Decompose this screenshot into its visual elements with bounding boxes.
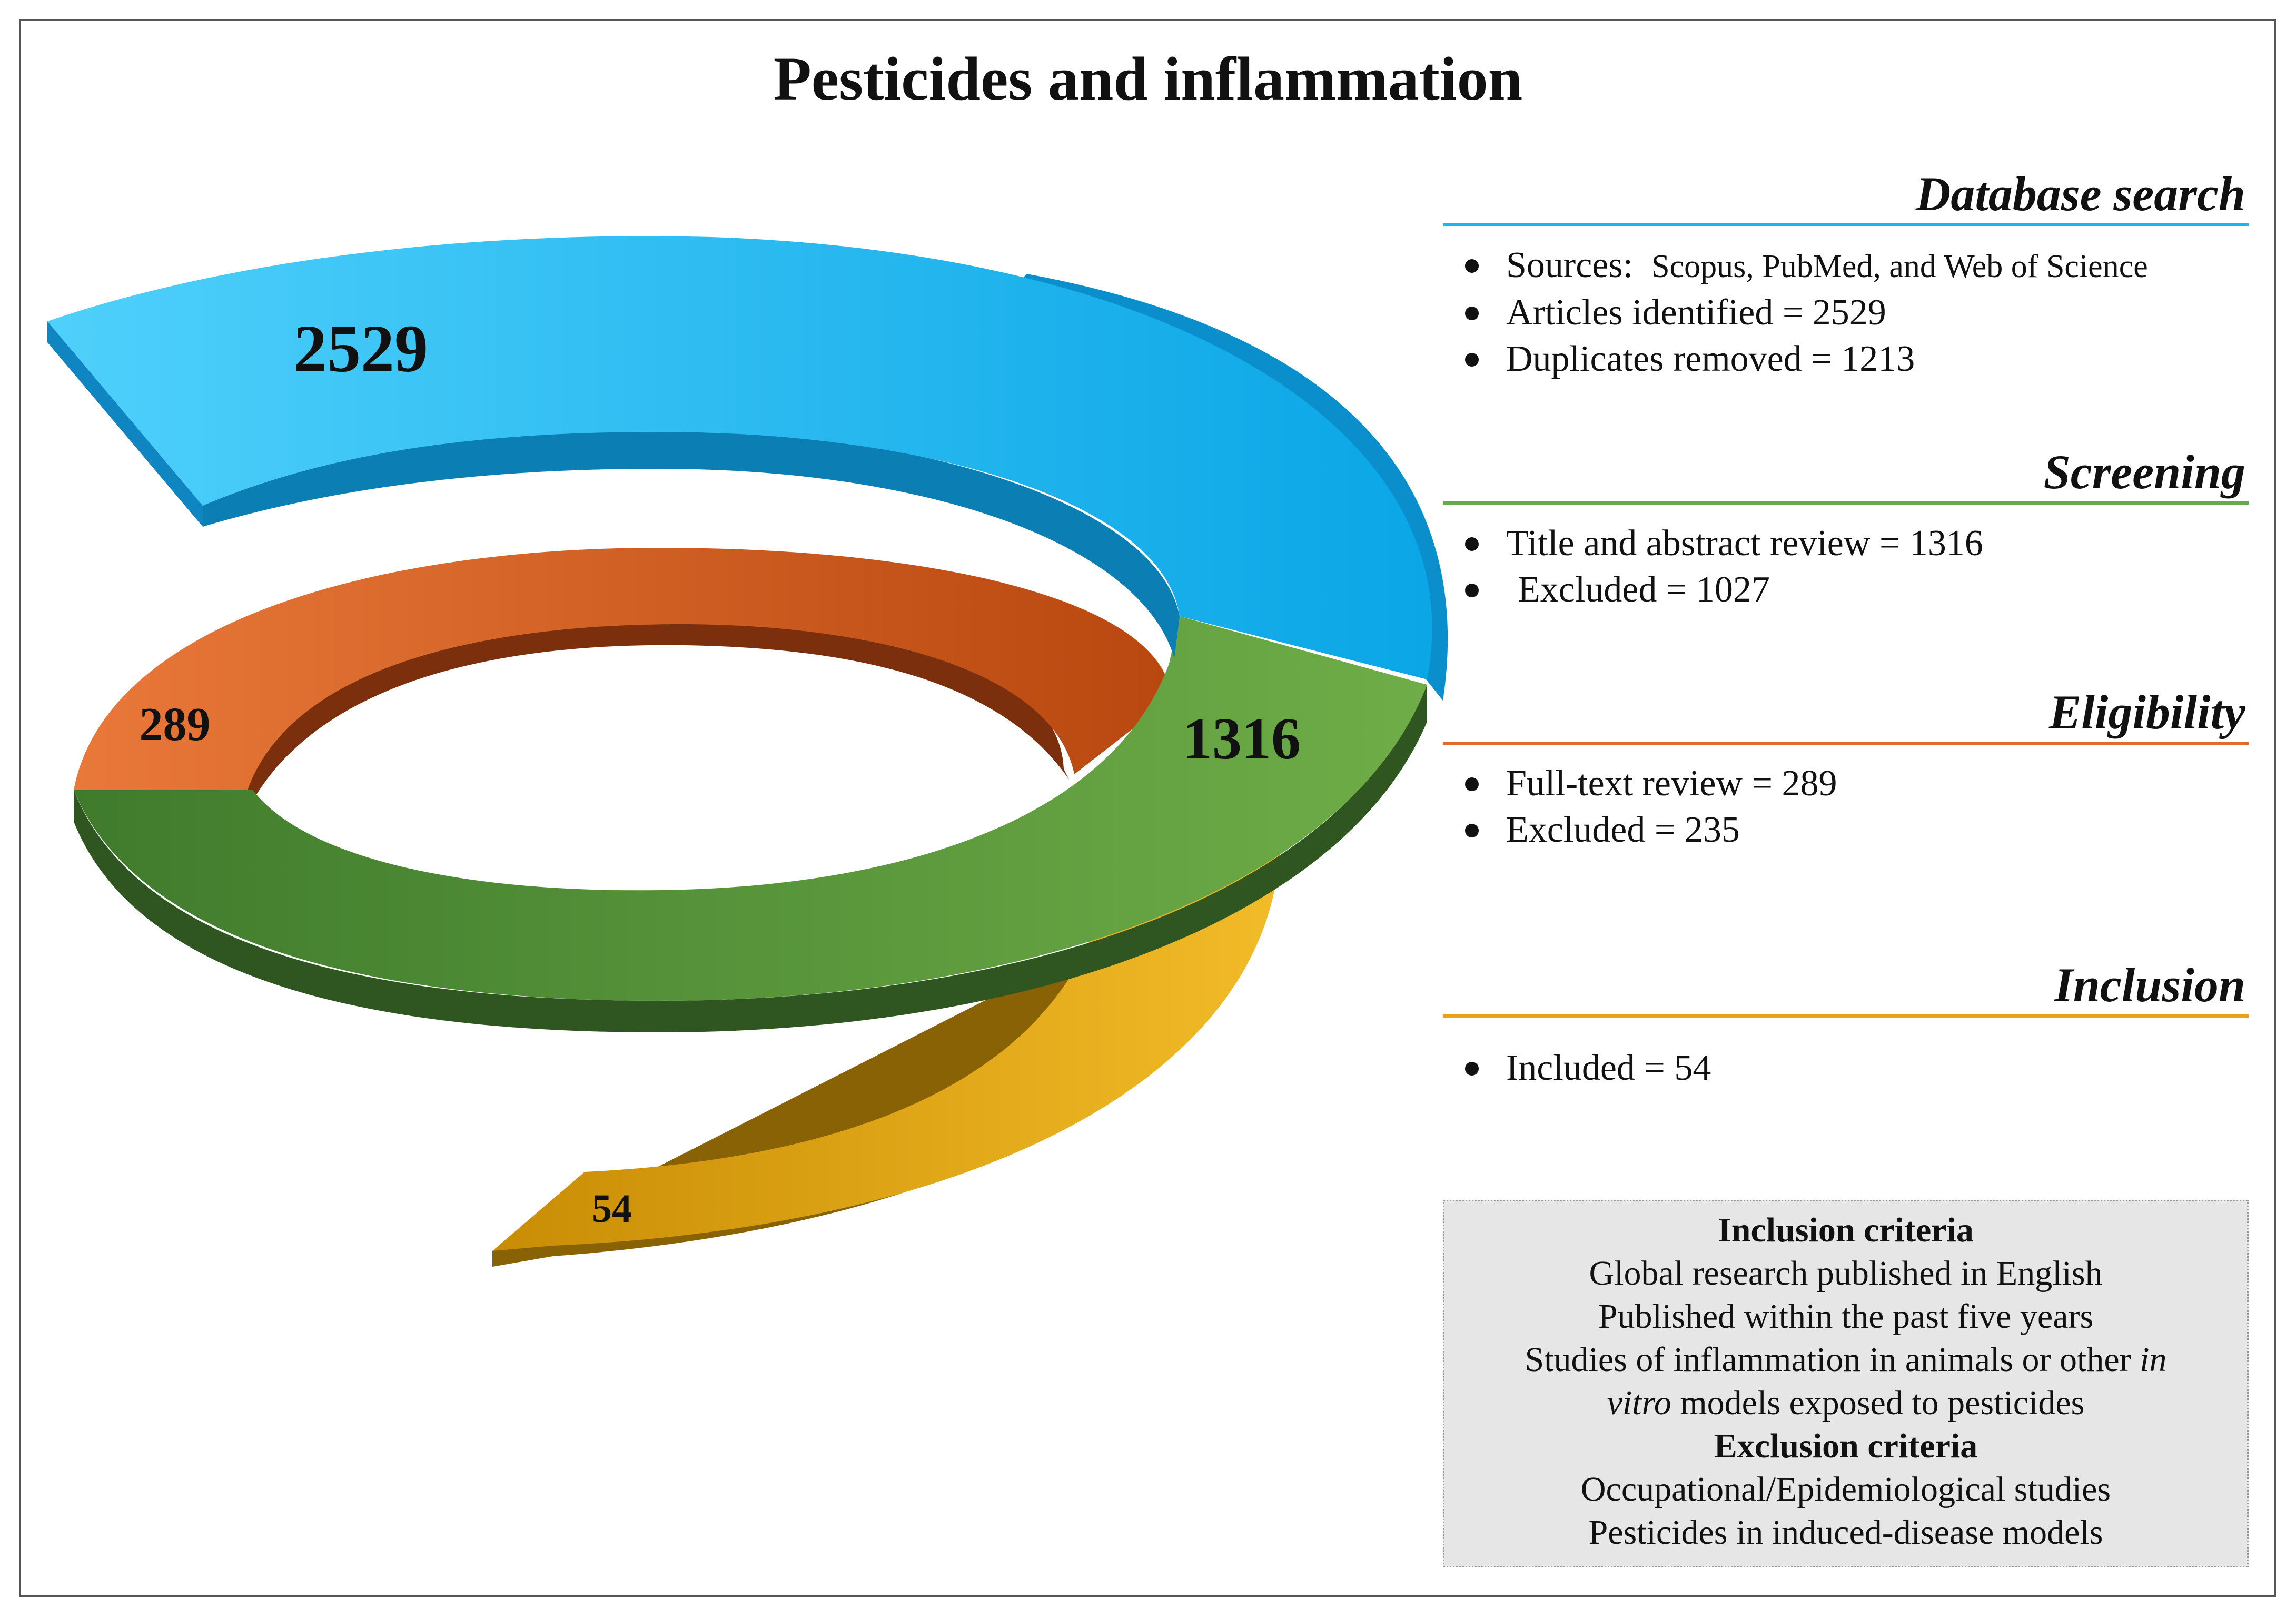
screening-heading: Screening xyxy=(2043,445,2245,499)
eligibility-item: Excluded = 235 xyxy=(1443,807,2249,853)
inclusion-count: 54 xyxy=(592,1187,632,1231)
database-item: Articles identified = 2529 xyxy=(1443,290,2249,336)
sources-label: Sources: xyxy=(1506,245,1634,285)
screening-count: 1316 xyxy=(1183,706,1301,772)
screening-segment-side xyxy=(74,685,1427,1032)
screening-section: Screening Title and abstract review = 13… xyxy=(1443,442,2249,613)
exclusion-criteria-heading: Exclusion criteria xyxy=(1714,1427,1978,1465)
screening-rule xyxy=(1443,501,2249,505)
inclusion-criteria-heading: Inclusion criteria xyxy=(1718,1211,1974,1249)
sources-value: Scopus, PubMed, and Web of Science xyxy=(1651,249,2148,284)
criterion-italic: vitro xyxy=(1607,1384,1671,1422)
database-search-heading: Database search xyxy=(1915,167,2245,221)
eligibility-segment xyxy=(74,548,1169,790)
screening-item: Excluded = 1027 xyxy=(1443,567,2249,613)
screening-segment xyxy=(74,616,1427,1001)
eligibility-section: Eligibility Full-text review = 289 Exclu… xyxy=(1443,683,2249,853)
inclusion-criterion: vitro models exposed to pesticides xyxy=(1444,1382,2247,1425)
inclusion-item: Included = 54 xyxy=(1443,1045,2249,1091)
database-segment-inner-wall xyxy=(203,429,1180,658)
eligibility-segment-inner-wall xyxy=(248,610,1069,801)
eligibility-item: Full-text review = 289 xyxy=(1443,761,2249,807)
criterion-italic: in xyxy=(2140,1340,2167,1379)
eligibility-count: 289 xyxy=(140,698,211,751)
eligibility-heading: Eligibility xyxy=(2048,685,2245,739)
criteria-box: Inclusion criteria Global research publi… xyxy=(1443,1200,2249,1567)
inclusion-criterion: Studies of inflammation in animals or ot… xyxy=(1444,1338,2247,1382)
exclusion-criterion: Occupational/Epidemiological studies xyxy=(1580,1470,2111,1508)
database-segment-side xyxy=(47,321,203,527)
database-segment xyxy=(47,236,1432,679)
criterion-text: models exposed to pesticides xyxy=(1671,1384,2085,1422)
inclusion-rule xyxy=(1443,1014,2249,1018)
screening-item: Title and abstract review = 1316 xyxy=(1443,520,2249,567)
inclusion-criterion: Global research published in English xyxy=(1589,1254,2103,1293)
figure-title: Pesticides and inflammation xyxy=(773,44,1523,113)
database-count: 2529 xyxy=(293,311,428,386)
inclusion-section: Inclusion Included = 54 xyxy=(1443,955,2249,1091)
inclusion-heading: Inclusion xyxy=(2054,958,2245,1012)
inclusion-criterion: Published within the past five years xyxy=(1598,1297,2094,1336)
exclusion-criterion: Pesticides in induced-disease models xyxy=(1588,1513,2103,1552)
database-search-rule xyxy=(1443,223,2249,226)
database-sources-item: Sources: Scopus, PubMed, and Web of Scie… xyxy=(1443,242,2249,290)
criterion-text: Studies of inflammation in animals or ot… xyxy=(1525,1340,2140,1379)
database-item: Duplicates removed = 1213 xyxy=(1443,336,2249,382)
database-search-section: Database search Sources: Scopus, PubMed,… xyxy=(1443,164,2249,382)
eligibility-rule xyxy=(1443,742,2249,745)
